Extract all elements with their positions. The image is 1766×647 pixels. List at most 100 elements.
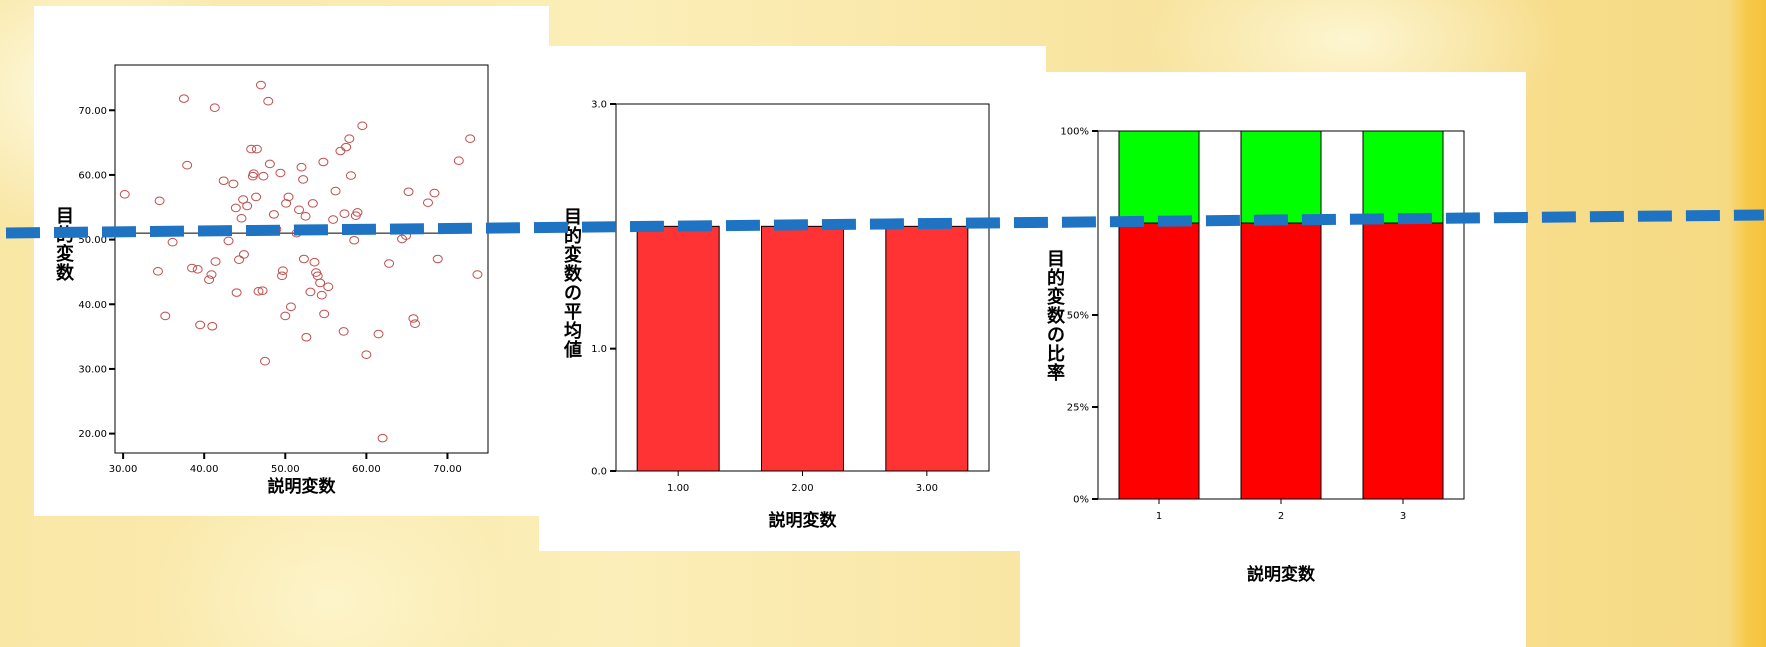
scatter-point <box>298 254 309 264</box>
x-tick-label: 1 <box>1156 511 1162 522</box>
x-tick-label: 3.00 <box>916 483 938 494</box>
scatter-point <box>251 144 262 154</box>
scatter-chart: 20.00 30.00 40.00 50.00 60.00 70.00 30.00 40.00… <box>56 64 489 497</box>
x-tick-label: 30.00 <box>109 464 138 475</box>
scatter-point <box>361 350 372 360</box>
scatter-point <box>296 162 307 172</box>
scatter-point <box>258 171 269 181</box>
y-tick-label: 50.00 <box>78 235 107 246</box>
bar-segment-lower <box>1240 222 1322 500</box>
scatter-point <box>210 257 221 266</box>
y-axis-label-char: 的 <box>1047 267 1065 289</box>
y-axis-label-char: 数 <box>1047 305 1066 327</box>
y-tick-label: 0% <box>1073 495 1089 506</box>
y-tick-label: 0.0 <box>591 467 607 478</box>
x-tick-label: 2.00 <box>791 483 813 494</box>
scatter-point <box>429 188 440 198</box>
scatter-point <box>275 168 286 178</box>
y-axis-label-char: 数 <box>564 263 583 285</box>
scatter-point <box>453 156 464 166</box>
scatter-point <box>178 94 189 103</box>
scatter-point <box>160 311 171 321</box>
x-tick-label: 1.00 <box>667 483 689 494</box>
scatter-point <box>195 320 206 330</box>
y-tick-label: 60.00 <box>78 170 107 181</box>
y-axis-label-char: 数 <box>56 262 75 284</box>
scatter-point <box>344 134 355 144</box>
scatter-point <box>341 142 352 152</box>
bar-segment-upper <box>1362 130 1444 224</box>
y-tick-label: 30.00 <box>78 364 107 375</box>
bar-segment-lower <box>1362 222 1444 500</box>
scatter-point <box>323 282 334 292</box>
scatter-point <box>238 195 249 204</box>
bar-segment-lower <box>1118 222 1200 500</box>
scatter-point <box>206 270 217 279</box>
bar-segment-upper <box>1118 130 1200 224</box>
scatter-point <box>403 187 414 197</box>
y-axis-label-char: 均 <box>564 320 582 342</box>
mean-bar-panel: 1.00 2.00 3.00 0.0 1.0 3.0 説明変数 目的変数の平均値 <box>539 46 1046 551</box>
bar-segment-upper <box>1240 130 1322 224</box>
y-axis-label-char: の <box>564 283 582 304</box>
y-axis-label-char: 変 <box>564 244 582 266</box>
scatter-point <box>234 255 245 264</box>
y-axis-label-char: 比 <box>1047 344 1065 365</box>
scatter-point <box>465 134 476 144</box>
scatter-point <box>472 270 483 279</box>
scatter-point <box>228 179 239 189</box>
x-tick-label: 3 <box>1400 511 1406 522</box>
y-tick-label: 40.00 <box>78 300 107 311</box>
x-axis-label: 説明変数 <box>1247 564 1316 585</box>
scatter-point <box>298 175 309 184</box>
scatter-point <box>209 103 220 112</box>
scatter-point <box>345 171 356 180</box>
scatter-point <box>408 314 419 323</box>
scatter-point <box>218 176 229 186</box>
scatter-point <box>246 144 257 154</box>
plot-frame <box>114 64 489 454</box>
y-axis-label-char: 平 <box>564 302 582 323</box>
y-axis-label-char: 変 <box>56 243 74 265</box>
scatter-point <box>248 169 259 178</box>
scatter-point <box>264 159 275 169</box>
scatter-point <box>182 160 193 170</box>
scatter-point <box>410 319 421 328</box>
scatter-point <box>204 275 215 284</box>
y-axis-label-char: 的 <box>56 224 74 246</box>
scatter-point <box>253 287 264 296</box>
scatter-point <box>305 287 316 297</box>
y-tick-label: 25% <box>1067 403 1089 414</box>
x-tick-label: 50.00 <box>271 464 300 475</box>
x-tick-label: 2 <box>1278 511 1284 522</box>
scatter-point <box>277 271 288 281</box>
y-axis-label-char: 目 <box>56 206 74 227</box>
bar <box>885 225 969 472</box>
scatter-point <box>422 198 433 208</box>
scatter-point <box>255 80 266 90</box>
y-axis-label-char: 変 <box>1047 286 1065 308</box>
scatter-point <box>257 286 268 295</box>
scatter-point <box>384 259 395 268</box>
y-tick-label: 50% <box>1067 311 1089 322</box>
scatter-point <box>377 433 388 443</box>
scatter-point <box>309 257 320 267</box>
scatter-point <box>315 278 326 288</box>
y-axis-label-char: 目 <box>1047 249 1065 270</box>
x-tick-label: 70.00 <box>433 464 462 475</box>
y-axis-label-char: 率 <box>1047 362 1065 384</box>
scatter-point <box>119 190 130 199</box>
y-tick-label: 100% <box>1060 127 1089 138</box>
scatter-point <box>152 266 163 276</box>
scatter-point <box>357 121 368 131</box>
bar <box>636 225 720 472</box>
scatter-point <box>301 332 312 342</box>
y-axis-label-char: の <box>1047 325 1065 346</box>
scatter-point <box>432 254 443 264</box>
scatter-point <box>263 96 274 106</box>
scatter-point <box>330 186 341 196</box>
scatter-panel: 20.00 30.00 40.00 50.00 60.00 70.00 30.00 40.00… <box>34 6 549 516</box>
scatter-point <box>260 356 271 366</box>
y-tick-label: 20.00 <box>78 429 107 440</box>
